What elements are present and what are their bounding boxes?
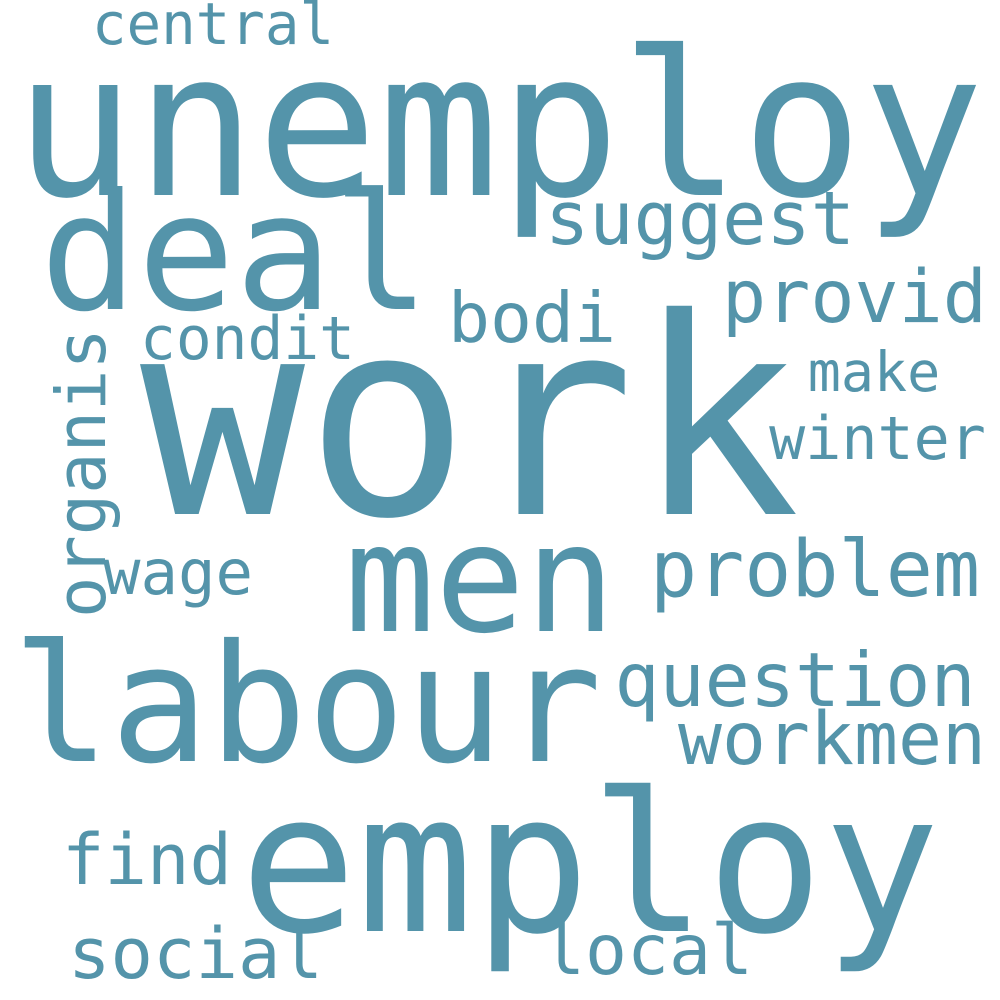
word-find: find [61, 817, 232, 901]
word-question: question [614, 635, 976, 724]
word-work: work [140, 259, 800, 579]
word-make: make [807, 339, 941, 404]
word-central: central [91, 0, 335, 59]
word-men: men [344, 493, 616, 667]
word-local: local [543, 910, 753, 992]
word-employ: employ [240, 751, 940, 978]
word-provid: provid [722, 255, 987, 341]
word-problem: problem [650, 523, 980, 615]
word-bodi: bodi [448, 278, 616, 360]
word-deal: deal [40, 160, 430, 349]
word-winter: winter [769, 404, 986, 474]
word-labour: labour [12, 609, 602, 801]
word-wage: wage [103, 535, 253, 609]
word-condit: condit [140, 305, 355, 375]
word-social: social [68, 911, 323, 995]
word-suggest: suggest [545, 177, 855, 263]
word-workmen: workmen [678, 697, 986, 783]
word-unemploy: unemploy [14, 9, 984, 244]
